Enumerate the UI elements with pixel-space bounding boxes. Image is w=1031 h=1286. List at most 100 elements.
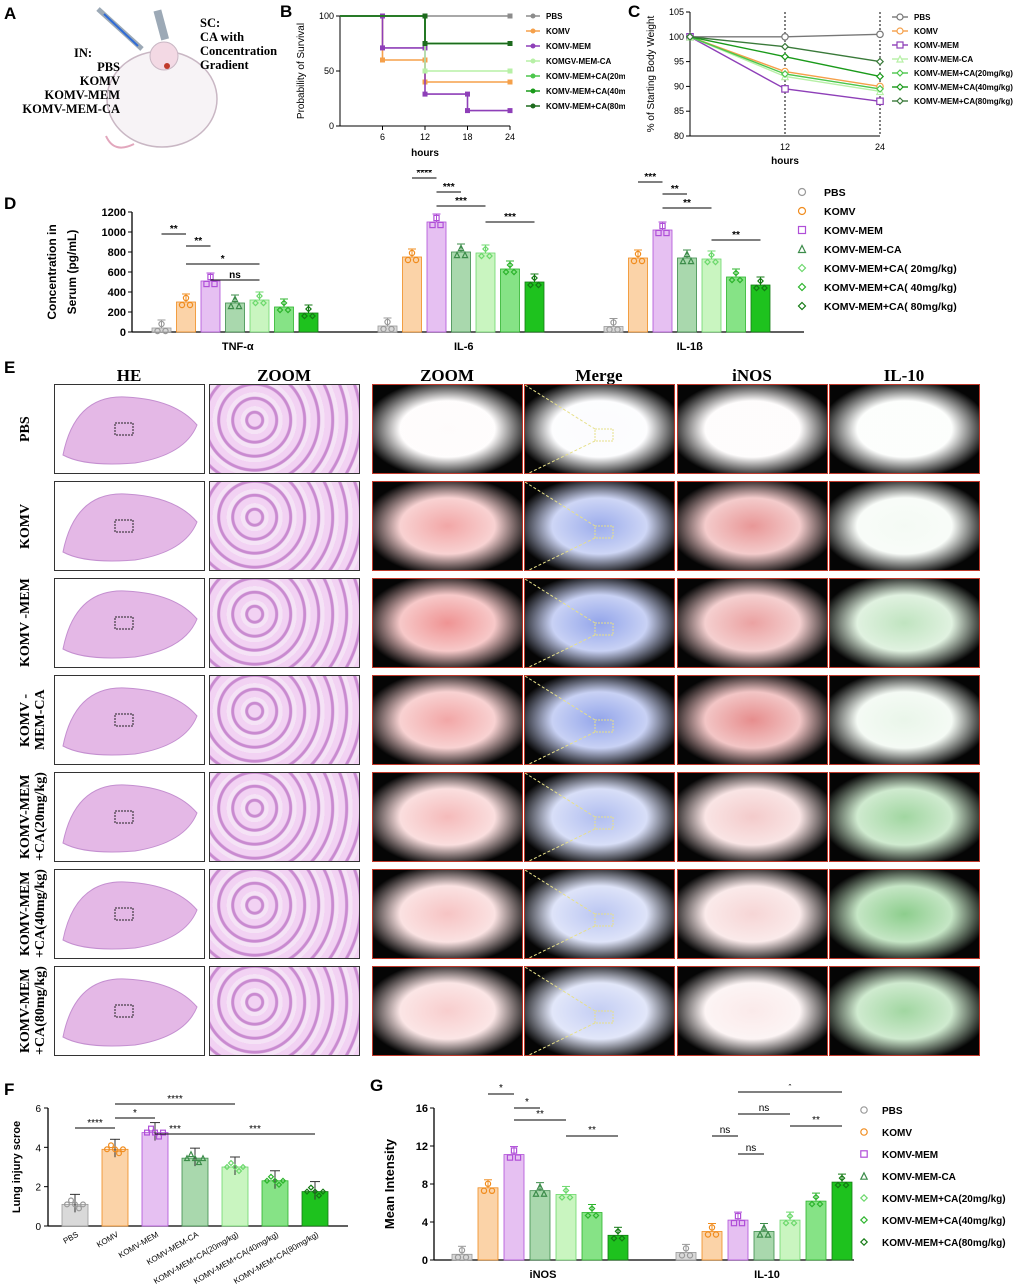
mouse-illustration [96,7,218,149]
y-tick-label: 95 [674,57,684,67]
fluorescence-image-tile [829,869,980,959]
data-point [186,301,194,309]
data-point [488,1187,496,1195]
legend-marker [896,83,904,91]
bar [726,276,746,333]
panel-a: IN: PBS KOMV KOMV-MEM KOMV-MEM-CA SC: CA… [14,4,277,156]
significance-label: ** [194,236,202,247]
data-point [408,249,416,257]
data-point [256,292,263,300]
significance-label: ns [759,1103,770,1114]
significance-label: * [221,254,225,265]
legend-marker [797,282,807,292]
data-point [187,1150,195,1158]
data-point [566,1194,574,1201]
bar [141,1132,169,1227]
legend-marker [859,1171,869,1180]
significance-label: ** [812,1115,820,1126]
data-point [144,1129,151,1136]
y-tick-label: 16 [416,1103,428,1115]
in-label: IN: [74,46,92,60]
fluorescence-image-tile [829,675,980,765]
y-tick-label: 0 [35,1222,41,1233]
panel-label-a: A [4,4,17,23]
legend-label: KOMV-MEM [824,225,883,237]
data-point [531,274,538,282]
legend-label: KOMV-MEM+CA(20mg/kg) [914,69,1013,78]
fluorescence-image-tile [829,481,980,571]
category-label: IL-6 [454,341,474,350]
he-image-tile [54,578,205,668]
series-point [507,108,513,114]
in-title: IN: [74,46,93,60]
fluorescence-image-tile [677,481,828,571]
in-list: PBS KOMV KOMV-MEM KOMV-MEM-CA [8,60,120,116]
y-tick-label: 90 [674,81,684,91]
y-tick-label: 2 [35,1183,41,1194]
data-point [638,257,646,265]
x-tick-label: 24 [505,132,515,142]
data-point [433,214,440,222]
legend-marker [896,69,904,77]
data-point [107,1142,114,1149]
y-axis-title: Probability of Survival [296,23,307,119]
significance-label: ** [170,224,178,235]
in-item: KOMV-MEM-CA [22,102,120,116]
y-tick-label: 1200 [102,207,126,219]
series-point [685,32,695,41]
panel-label-d: D [4,194,17,213]
data-point [502,268,510,276]
significance-label: **** [416,170,432,179]
legend-label: KOMV-MEM [914,41,959,50]
x-axis-title: hours [411,148,439,159]
fluorescence-image-tile [372,966,523,1056]
bar [500,268,520,333]
col-header-inos: iNOS [732,366,772,385]
series-point [780,52,790,61]
significance-label: ns [229,270,241,281]
legend-label: KOMGV-MEM-CA [546,57,612,66]
in-item: KOMV-MEM [44,88,120,102]
data-point [199,1154,207,1162]
y-tick-label: 100 [669,32,684,42]
mouse-ear [149,41,179,71]
data-point [239,1163,247,1171]
panel-label-e: E [4,358,16,377]
he-image-tile [54,869,205,959]
fluorescence-image-tile [677,675,828,765]
y-tick-label: 0 [422,1255,428,1267]
bar [475,252,496,333]
legend-marker [530,103,536,109]
survival-chart: 0 50 100 6 12 18 24 hours Probability of Surviva… [296,11,625,159]
significance-label: **** [87,1118,103,1129]
y-tick-label: 85 [674,106,684,116]
he-image-tile [209,578,360,668]
data-point [808,1200,816,1208]
row-label: KOMV -MEM [18,578,33,668]
data-point [457,244,465,252]
data-point [510,1147,518,1154]
data-point [761,284,768,292]
bar [581,1212,603,1261]
significance-label: * [788,1084,792,1092]
series-point [507,13,513,19]
data-point [659,222,666,230]
data-point [728,276,736,284]
legend-label: KOMV-MEM+CA( 20mg/kg) [824,263,957,275]
legend-marker [797,187,807,197]
bar [753,1231,775,1261]
legend-marker [530,58,536,64]
y-axis-title: Serum (pg/mL) [65,230,79,315]
data-point [610,1234,618,1242]
data-point [734,1212,742,1220]
y-tick-label: 8 [422,1179,428,1191]
legend-marker [860,1150,868,1158]
y-tick-label: 12 [416,1141,428,1153]
data-point [223,1163,231,1171]
row-label: KOMV-MEM +CA(80mg/kg) [18,966,48,1056]
significance-label: *** [644,172,656,183]
category-label: TNF-α [222,341,254,350]
data-point [305,305,312,313]
data-point [311,1188,319,1195]
